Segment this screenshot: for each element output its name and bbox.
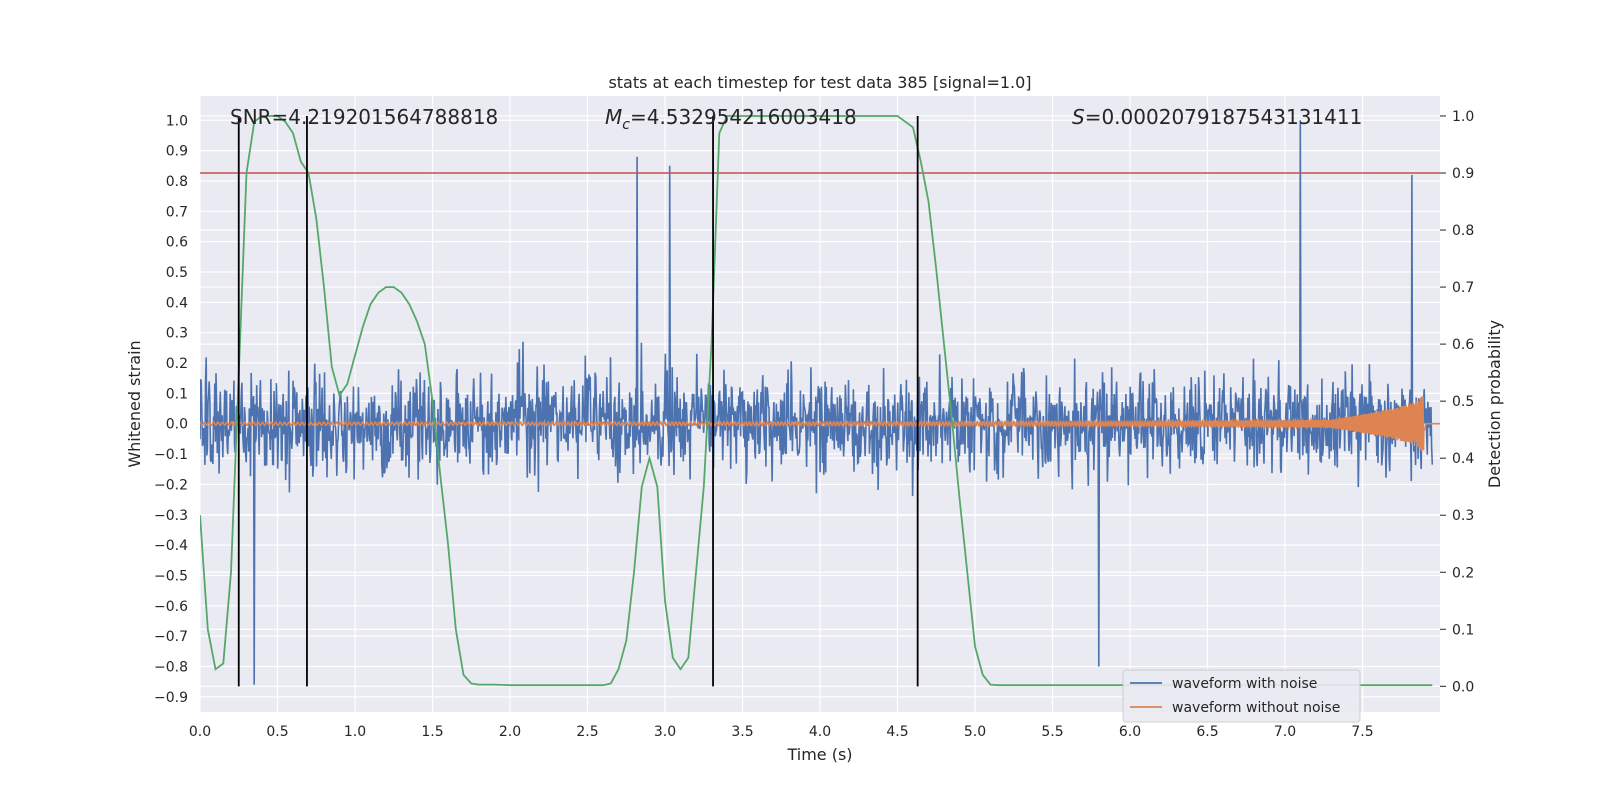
x-axis-label: Time (s) <box>786 745 852 764</box>
x-tick-label: 5.5 <box>1041 724 1063 740</box>
y-right-tick-label: 0.1 <box>1452 622 1474 638</box>
legend-label-clean: waveform without noise <box>1172 700 1340 716</box>
y-left-tick-label: 1.0 <box>166 113 188 129</box>
legend: waveform with noise waveform without noi… <box>1122 669 1361 723</box>
mc-subscript: c <box>622 117 630 133</box>
y-left-tick-label: 0.8 <box>166 174 188 190</box>
y-left-tick-label: 0.5 <box>166 265 188 281</box>
x-tick-label: 4.5 <box>886 724 908 740</box>
y-left-tick-label: 0.7 <box>166 204 188 220</box>
y-right-tick-label: 0.8 <box>1452 223 1474 239</box>
x-axis-ticks: 0.0 0.5 1.0 1.5 2.0 2.5 3.0 3.5 4.0 4.5 5.0 5.5 6.0 6… <box>189 724 1374 740</box>
x-tick-label: 3.5 <box>731 724 753 740</box>
y-right-axis-label: Detection probability <box>1485 320 1504 488</box>
y-right-tick-label: 0.5 <box>1452 394 1474 410</box>
mc-value: =4.532954216003418 <box>630 105 857 129</box>
x-tick-label: 3.0 <box>654 724 676 740</box>
y-right-axis-ticks: 0.0 0.1 0.2 0.3 0.4 0.5 0.6 0.7 0.8 0.9 1.0 <box>1440 109 1474 695</box>
y-left-tick-label: −0.3 <box>154 508 188 524</box>
y-left-axis-ticks: −0.9 −0.8 −0.7 −0.6 −0.5 −0.4 −0.3 −0.2 −0.1 0.0 0… <box>154 113 188 706</box>
y-left-tick-label: 0.3 <box>166 326 188 342</box>
mc-symbol: M <box>605 105 622 129</box>
y-left-tick-label: 0.1 <box>166 386 188 402</box>
y-left-tick-label: 0.0 <box>166 417 188 433</box>
y-left-tick-label: −0.7 <box>154 629 188 645</box>
x-tick-label: 5.0 <box>964 724 986 740</box>
x-tick-label: 2.0 <box>499 724 521 740</box>
y-right-tick-label: 0.3 <box>1452 508 1474 524</box>
y-left-tick-label: 0.4 <box>166 295 188 311</box>
x-tick-label: 7.5 <box>1351 724 1373 740</box>
y-right-tick-label: 0.7 <box>1452 280 1474 296</box>
x-tick-label: 6.0 <box>1119 724 1141 740</box>
s-value: =0.0002079187543131411 <box>1085 105 1363 129</box>
legend-box <box>1122 669 1361 723</box>
y-right-tick-label: 0.6 <box>1452 337 1474 353</box>
chart-title: stats at each timestep for test data 385… <box>608 73 1031 92</box>
y-left-tick-label: −0.1 <box>154 447 188 463</box>
x-tick-label: 6.5 <box>1196 724 1218 740</box>
y-left-axis-label: Whitened strain <box>125 340 144 467</box>
y-left-tick-label: −0.4 <box>154 538 188 554</box>
y-left-tick-label: −0.6 <box>154 599 188 615</box>
chirp-mass-annotation: Mc=4.532954216003418 <box>605 105 857 133</box>
y-right-tick-label: 1.0 <box>1452 109 1474 125</box>
x-tick-label: 2.5 <box>576 724 598 740</box>
y-left-tick-label: 0.6 <box>166 235 188 251</box>
clean-waveform-line <box>200 396 1440 451</box>
y-right-tick-label: 0.9 <box>1452 166 1474 182</box>
y-left-tick-label: −0.9 <box>154 690 188 706</box>
s-annotation: S=0.0002079187543131411 <box>1072 105 1362 129</box>
x-tick-label: 1.0 <box>344 724 366 740</box>
y-left-tick-label: −0.2 <box>154 477 188 493</box>
snr-annotation: SNR=4.219201564788818 <box>230 105 498 129</box>
x-tick-label: 7.0 <box>1274 724 1296 740</box>
y-right-tick-label: 0.4 <box>1452 451 1474 467</box>
detection-probability-line <box>200 115 1433 687</box>
x-tick-label: 0.5 <box>266 724 288 740</box>
noisy-waveform-line <box>200 120 1434 685</box>
y-right-tick-label: 0.2 <box>1452 565 1474 581</box>
legend-label-noisy: waveform with noise <box>1172 676 1317 692</box>
x-tick-label: 4.0 <box>809 724 831 740</box>
y-left-tick-label: 0.2 <box>166 356 188 372</box>
x-tick-label: 0.0 <box>189 724 211 740</box>
y-left-tick-label: −0.8 <box>154 659 188 675</box>
y-right-tick-label: 0.0 <box>1452 679 1474 695</box>
y-left-tick-label: −0.5 <box>154 568 188 584</box>
data-layer <box>200 115 1440 687</box>
y-left-tick-label: 0.9 <box>166 144 188 160</box>
x-tick-label: 1.5 <box>421 724 443 740</box>
s-symbol: S <box>1072 105 1085 129</box>
